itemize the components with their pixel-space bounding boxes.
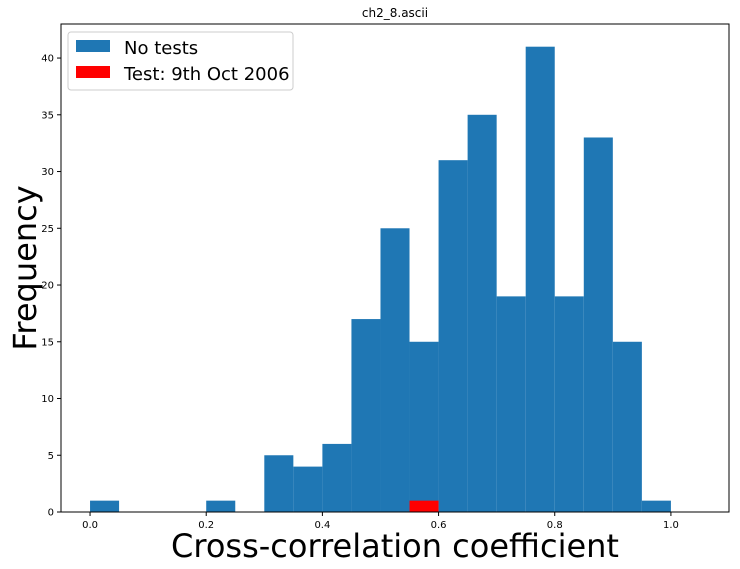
y-tick-label: 30 [41, 167, 54, 178]
bar-no-tests-12 [554, 296, 584, 512]
legend: No tests Test: 9th Oct 2006 [67, 31, 294, 91]
plot-frame [60, 23, 730, 513]
bar-no-tests-4 [322, 443, 352, 512]
bar-no-tests-14 [612, 341, 642, 512]
bar-no-tests-8 [438, 160, 468, 513]
y-tick-label: 5 [48, 451, 54, 462]
y-tick-label: 35 [41, 110, 54, 121]
bar-no-tests-9 [467, 114, 497, 512]
y-axis-ticks: 0 5 10 15 20 25 30 35 40 [41, 54, 61, 519]
bar-no-tests-7 [409, 341, 439, 512]
y-tick-label: 25 [41, 224, 54, 235]
bar-test-0 [409, 500, 439, 512]
legend-label-test: Test: 9th Oct 2006 [123, 64, 290, 85]
legend-swatch-no-tests [76, 40, 110, 52]
x-tick-label: 0.2 [198, 520, 214, 531]
x-tick-label: 0.0 [82, 520, 98, 531]
bar-no-tests-3 [293, 466, 323, 512]
x-axis-ticks: 0.0 0.2 0.4 0.6 0.8 1.0 [82, 512, 679, 531]
bar-no-tests-13 [583, 137, 613, 512]
y-tick-label: 40 [41, 54, 54, 65]
bars-layer [90, 46, 671, 513]
legend-box [67, 31, 294, 91]
x-tick-label: 1.0 [663, 520, 679, 531]
y-tick-label: 20 [41, 281, 54, 292]
x-tick-label: 0.4 [314, 520, 330, 531]
legend-label-no-tests: No tests [124, 38, 198, 59]
bar-no-tests-10 [496, 296, 526, 512]
chart-title: ch2_8.ascii [362, 6, 428, 20]
bar-no-tests-5 [351, 319, 381, 512]
bar-no-tests-6 [380, 228, 410, 513]
y-tick-label: 0 [48, 508, 54, 519]
x-tick-label: 0.6 [431, 520, 447, 531]
legend-swatch-test [76, 66, 110, 78]
y-tick-label: 10 [41, 394, 54, 405]
x-axis-label: Cross-correlation coefficient [171, 527, 619, 565]
bar-no-tests-11 [525, 46, 555, 513]
y-tick-label: 15 [41, 337, 54, 348]
x-tick-label: 0.8 [547, 520, 563, 531]
bar-no-tests-2 [264, 455, 294, 512]
bar-no-tests-1 [206, 500, 236, 512]
y-axis-label: Frequency [6, 185, 44, 350]
bar-no-tests-15 [641, 500, 671, 512]
bar-no-tests-0 [90, 500, 120, 512]
